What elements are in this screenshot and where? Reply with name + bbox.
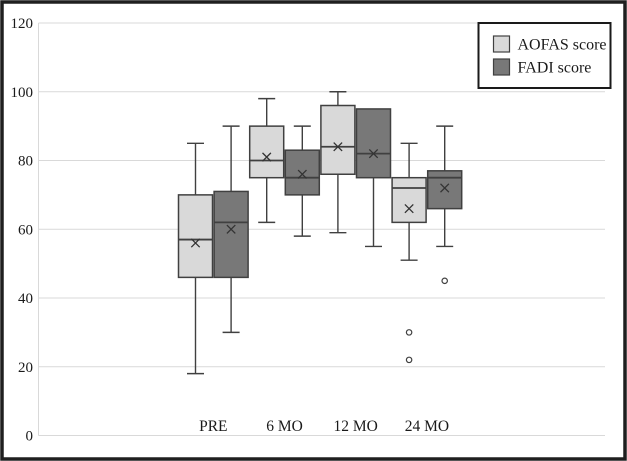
mean-marker-fadi-6mo [297, 169, 307, 179]
y-tick-label: 120 [11, 16, 34, 32]
box-fadi-24mo [426, 170, 463, 210]
mean-marker-aofas-12mo [333, 142, 343, 152]
y-tick-label: 40 [18, 291, 33, 307]
x-category-label-12mo: 12 MO [334, 418, 378, 435]
box-aofas-12mo [320, 104, 356, 175]
x-category-label-pre: PRE [199, 418, 227, 435]
mean-marker-fadi-12mo [368, 148, 379, 159]
y-tick-label: 60 [18, 222, 33, 238]
mean-marker-fadi-24mo [440, 183, 450, 193]
box-fadi-6mo [284, 149, 321, 196]
box-fadi-12mo [355, 108, 392, 179]
outlier-aofas-24mo-1 [405, 356, 413, 364]
box-fadi-pre [213, 190, 249, 279]
legend-label-fadi: FADI score [518, 60, 592, 77]
y-tick-label: 0 [26, 429, 34, 445]
box-aofas-pre [177, 194, 214, 279]
legend-swatch-fadi [492, 58, 511, 76]
box-aofas-6mo [248, 125, 285, 179]
y-tick-label: 80 [18, 154, 33, 170]
y-tick-label: 100 [11, 85, 34, 101]
box-aofas-24mo [391, 176, 427, 224]
legend-label-aofas: AOFAS score [518, 37, 607, 54]
outlier-fadi-24mo-0 [441, 277, 449, 285]
mean-marker-aofas-24mo [404, 203, 414, 214]
x-category-label-24mo: 24 MO [405, 418, 449, 435]
y-tick-label: 20 [18, 360, 33, 376]
outlier-aofas-24mo-0 [405, 329, 413, 336]
mean-marker-aofas-pre [190, 238, 201, 248]
mean-marker-fadi-pre [226, 224, 236, 234]
x-category-label-6mo: 6 MO [266, 418, 303, 435]
legend-swatch-aofas [492, 35, 511, 53]
legend-box [477, 22, 612, 89]
mean-marker-aofas-6mo [262, 152, 272, 162]
